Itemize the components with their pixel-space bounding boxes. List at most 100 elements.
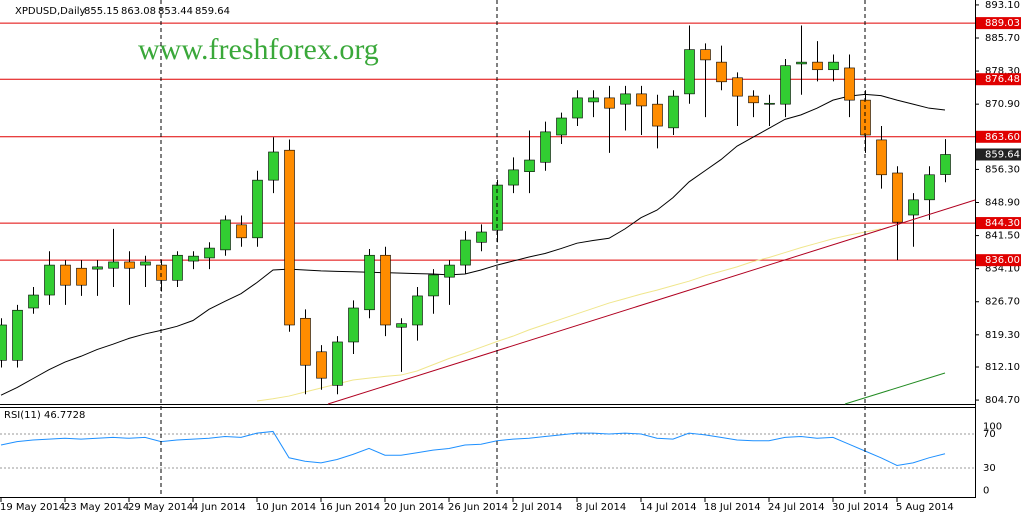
y-tick-label: 870.90 <box>985 99 1020 110</box>
candle-body <box>796 61 807 65</box>
candle-body <box>924 174 935 201</box>
level-label-box <box>976 73 1021 86</box>
candle-body <box>540 131 551 163</box>
level-label: 863.60 <box>985 132 1020 143</box>
candle-body <box>572 97 583 119</box>
x-tick-label: 4 Jun 2014 <box>192 502 246 513</box>
main-panel <box>0 22 975 402</box>
trend-line <box>844 372 946 405</box>
level-label-box <box>976 17 1021 30</box>
candle-body <box>172 254 183 281</box>
candle-body <box>12 309 23 361</box>
x-tick-label: 24 Jul 2014 <box>768 502 825 513</box>
candle-body <box>844 67 855 101</box>
candle-body <box>828 61 839 71</box>
candle-body <box>764 102 775 105</box>
y-tick-label: 819.30 <box>985 330 1020 341</box>
x-tick-label: 16 Jun 2014 <box>320 502 380 513</box>
level-label-box <box>976 254 1021 267</box>
header-value: 859.64 <box>195 6 230 17</box>
candle-body <box>332 341 343 386</box>
candle-body <box>732 77 743 97</box>
x-tick-label: 18 Jul 2014 <box>704 502 761 513</box>
level-label: 836.00 <box>985 255 1020 266</box>
y-tick-label: 804.70 <box>985 395 1020 406</box>
y-tick-label: 812.10 <box>985 362 1020 373</box>
candle-body <box>636 93 647 107</box>
candle-body <box>236 224 247 239</box>
candle-body <box>700 49 711 61</box>
rsi-line <box>0 430 946 466</box>
header-value: 855.15 <box>84 6 119 17</box>
candle-body <box>716 61 727 83</box>
x-tick-label: 14 Jul 2014 <box>640 502 697 513</box>
candle-body <box>556 117 567 136</box>
x-tick-label: 20 Jun 2014 <box>384 502 444 513</box>
y-tick-label: 70 <box>983 429 996 440</box>
candle-body <box>348 307 359 343</box>
level-label: 889.03 <box>985 18 1020 29</box>
header-value: 853.44 <box>158 6 193 17</box>
candle-body <box>316 351 327 379</box>
rsi-title: RSI(11) 46.7728 <box>4 410 85 421</box>
x-tick-label: 2 Jul 2014 <box>512 502 562 513</box>
candle-body <box>204 247 215 259</box>
indicator-line <box>256 228 882 402</box>
candle-body <box>284 149 295 326</box>
candle-body <box>476 231 487 243</box>
candle-body <box>380 254 391 326</box>
candle-body <box>220 219 231 251</box>
x-tick-label: 30 Jul 2014 <box>832 502 889 513</box>
candle-body <box>908 199 919 216</box>
candle-body <box>604 97 615 109</box>
y-tick-label: 878.30 <box>985 66 1020 77</box>
candle-body <box>0 324 7 361</box>
candle-body <box>60 264 71 286</box>
y-tick-label: 834.10 <box>985 264 1020 275</box>
candle-body <box>364 254 375 311</box>
candle-body <box>620 93 631 105</box>
y-tick-label: 856.30 <box>985 164 1020 175</box>
x-tick-label: 19 May 2014 <box>0 502 65 513</box>
candle-body <box>252 179 263 239</box>
candle-body <box>652 103 663 127</box>
y-tick-label: 893.10 <box>985 0 1020 11</box>
candle-body <box>460 239 471 266</box>
level-label: 844.30 <box>985 218 1020 229</box>
candle-body <box>780 65 791 105</box>
candle-body <box>76 267 87 286</box>
candle-body <box>588 97 599 103</box>
x-tick-label: 29 May 2014 <box>128 502 193 513</box>
candle-body <box>876 139 887 176</box>
y-tick-label: 848.90 <box>985 198 1020 209</box>
x-tick-label: 10 Jun 2014 <box>256 502 316 513</box>
candle-body <box>684 49 695 95</box>
candle-body <box>108 261 119 269</box>
current-price: 859.64 <box>985 149 1020 160</box>
y-tick-label: 30 <box>983 463 996 474</box>
candle-body <box>124 261 135 269</box>
price-box <box>976 148 1021 161</box>
candle-body <box>28 294 39 309</box>
candle-body <box>188 255 199 262</box>
y-tick-label: 100 <box>983 422 1002 433</box>
x-tick-label: 23 May 2014 <box>64 502 129 513</box>
candle-body <box>44 264 55 296</box>
candle-body <box>524 159 535 172</box>
candle-body <box>140 261 151 266</box>
level-label-box <box>976 130 1021 143</box>
y-tick-label: 841.50 <box>985 231 1020 242</box>
rsi-panel <box>0 430 975 469</box>
level-label: 876.48 <box>985 74 1020 85</box>
chart-title: XPDUSD,Daily <box>15 6 86 17</box>
y-tick-label: 826.70 <box>985 297 1020 308</box>
candle-body <box>428 274 439 297</box>
candle-body <box>92 266 103 270</box>
header-value: 863.08 <box>121 6 156 17</box>
watermark: www.freshforex.org <box>138 33 379 66</box>
y-tick-label: 885.70 <box>985 33 1020 44</box>
candle-body <box>892 172 903 223</box>
candle-body <box>396 323 407 328</box>
candle-body <box>412 295 423 326</box>
